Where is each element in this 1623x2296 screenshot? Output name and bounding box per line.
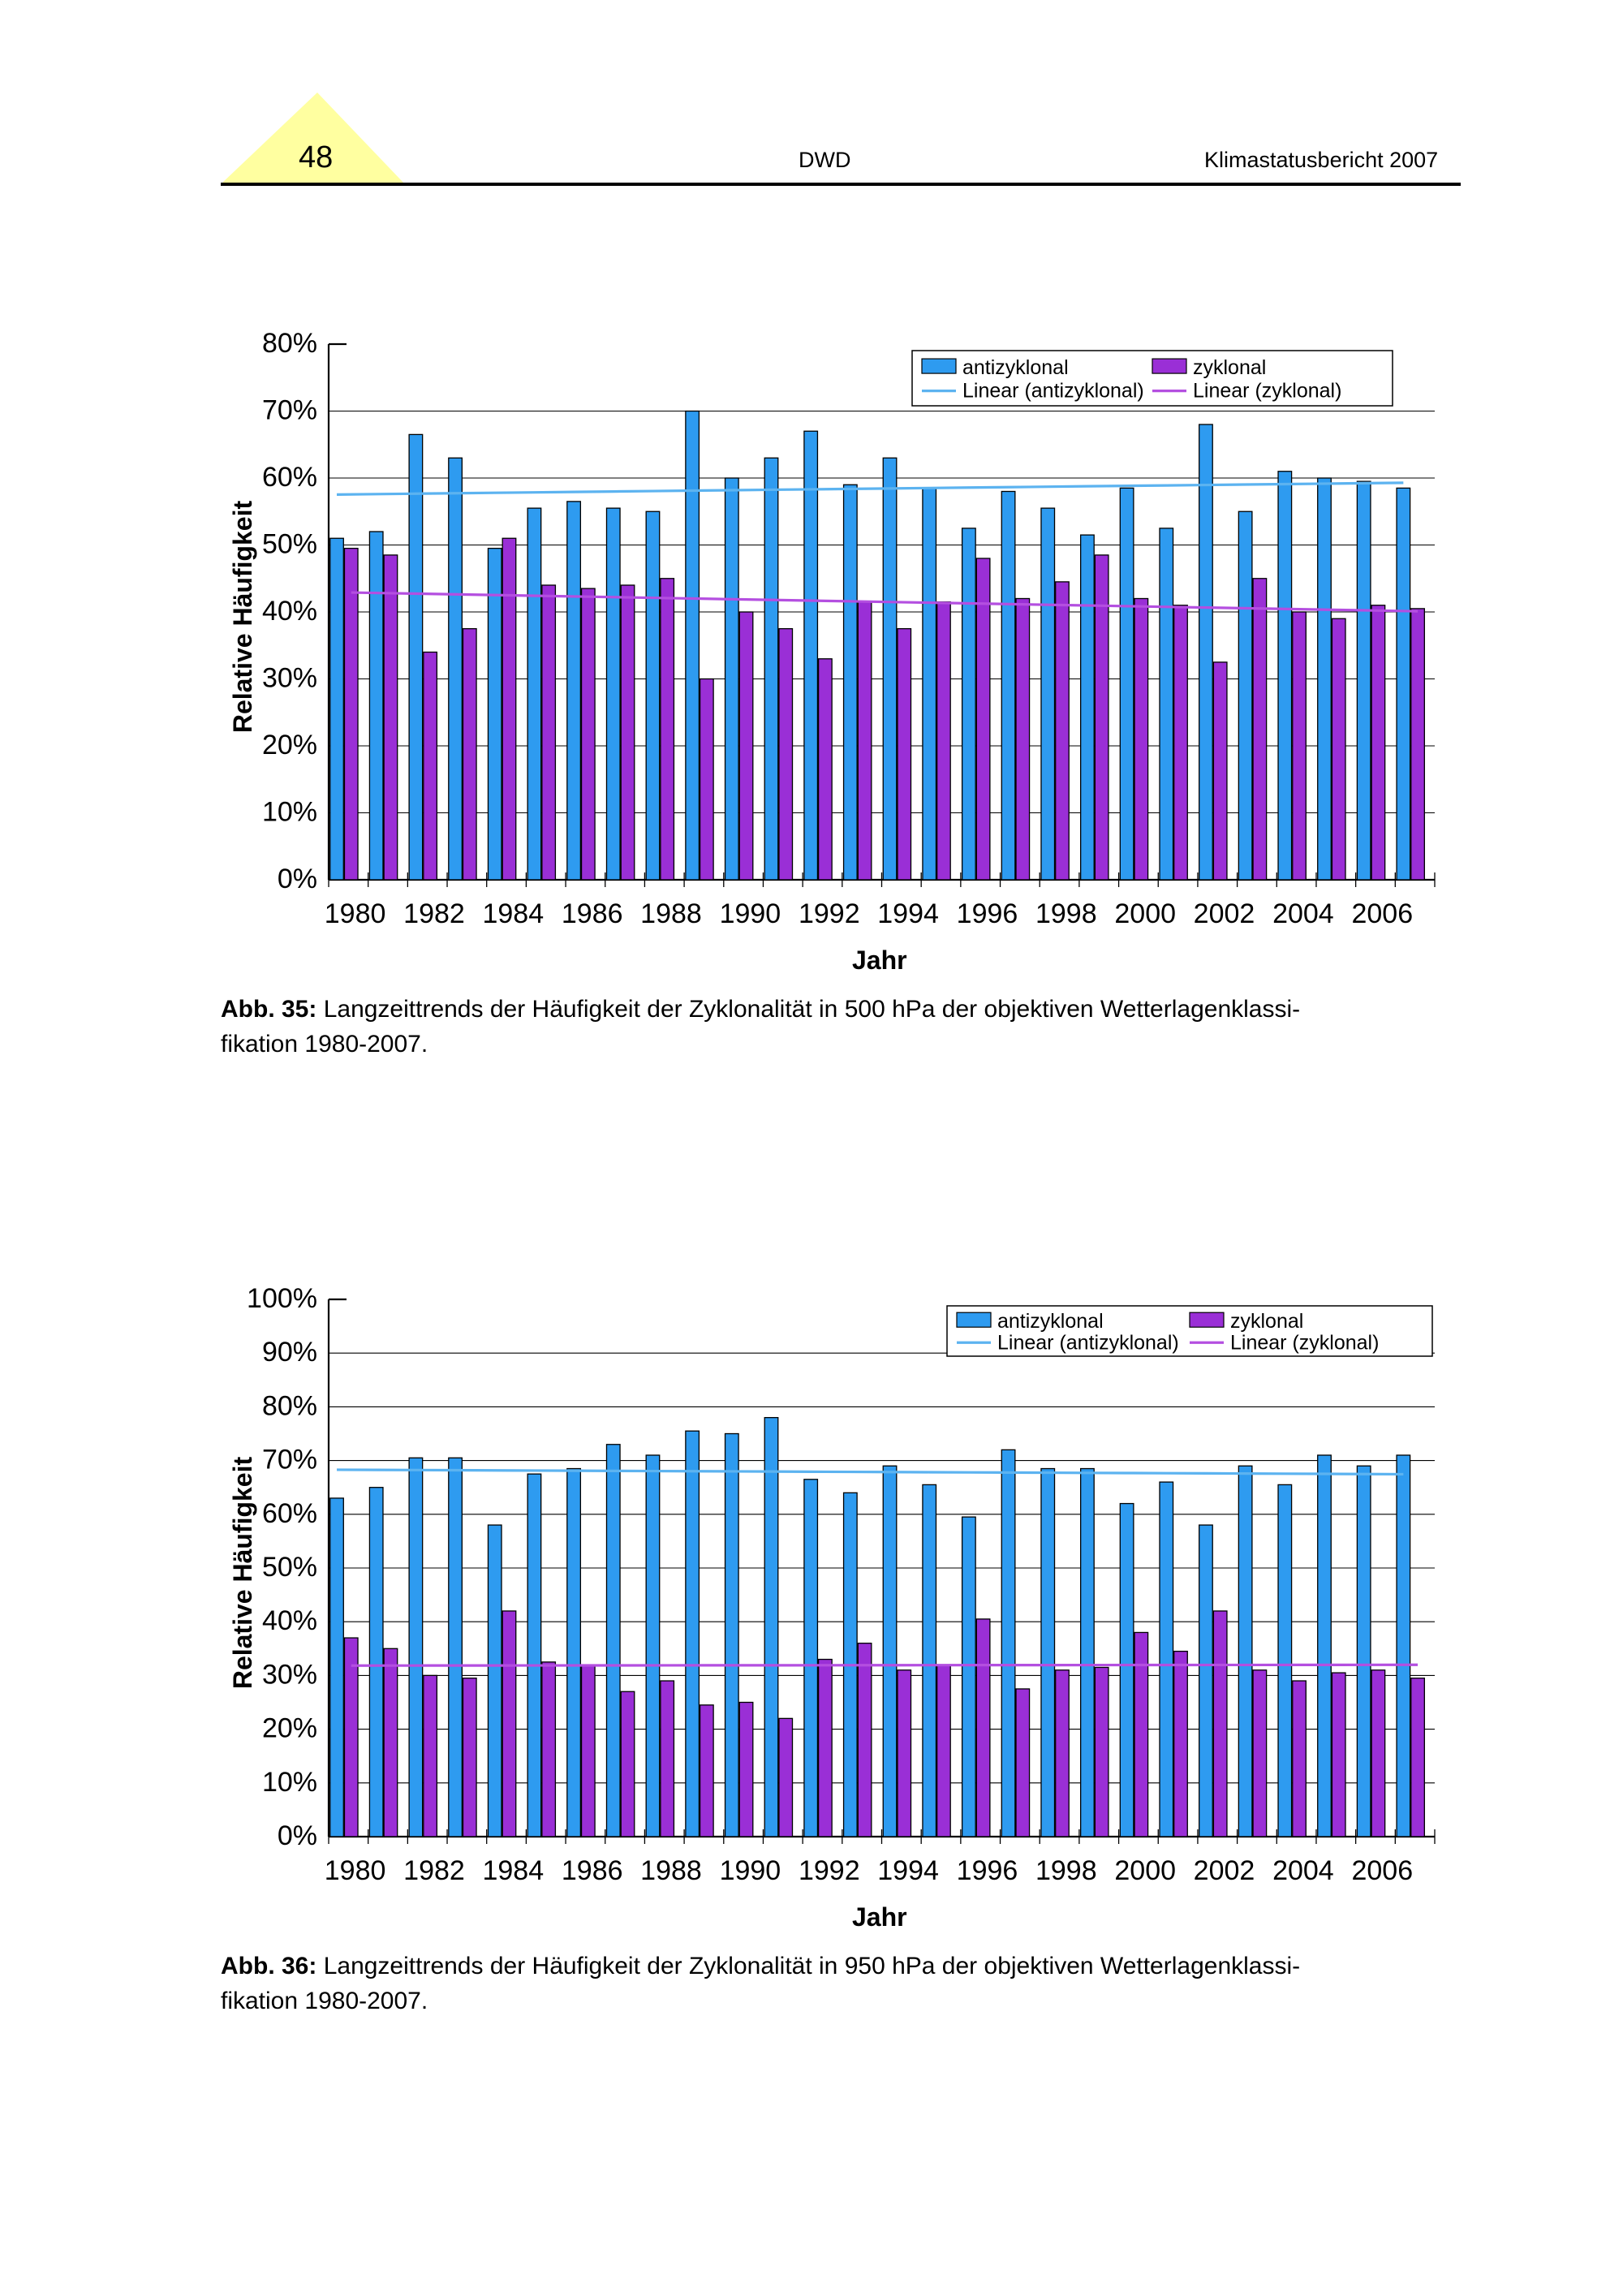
svg-text:30%: 30%: [262, 1659, 317, 1690]
svg-text:1996: 1996: [957, 1855, 1018, 1886]
svg-text:70%: 70%: [262, 1445, 317, 1475]
svg-text:1998: 1998: [1035, 1855, 1097, 1886]
svg-text:Linear (antizyklonal): Linear (antizyklonal): [997, 1331, 1179, 1354]
svg-text:1990: 1990: [720, 1855, 781, 1886]
svg-text:100%: 100%: [247, 1283, 317, 1314]
svg-text:50%: 50%: [262, 1552, 317, 1583]
svg-text:1986: 1986: [562, 1855, 623, 1886]
svg-text:1994: 1994: [877, 1855, 939, 1886]
svg-text:40%: 40%: [262, 1605, 317, 1636]
svg-text:80%: 80%: [262, 1390, 317, 1421]
svg-text:2000: 2000: [1114, 1855, 1176, 1886]
svg-text:1988: 1988: [640, 1855, 702, 1886]
svg-text:1984: 1984: [482, 1855, 544, 1886]
svg-text:1992: 1992: [799, 1855, 860, 1886]
svg-text:2006: 2006: [1351, 1855, 1413, 1886]
svg-text:20%: 20%: [262, 1713, 317, 1744]
svg-text:2002: 2002: [1194, 1855, 1255, 1886]
svg-text:antizyklonal: antizyklonal: [997, 1310, 1104, 1333]
svg-text:1982: 1982: [403, 1855, 465, 1886]
svg-text:90%: 90%: [262, 1337, 317, 1368]
svg-text:60%: 60%: [262, 1498, 317, 1529]
svg-text:0%: 0%: [278, 1820, 317, 1851]
svg-text:1980: 1980: [325, 1855, 386, 1886]
svg-text:Linear (zyklonal): Linear (zyklonal): [1230, 1331, 1379, 1354]
svg-text:10%: 10%: [262, 1767, 317, 1798]
svg-text:zyklonal: zyklonal: [1230, 1310, 1303, 1333]
svg-text:2004: 2004: [1272, 1855, 1334, 1886]
